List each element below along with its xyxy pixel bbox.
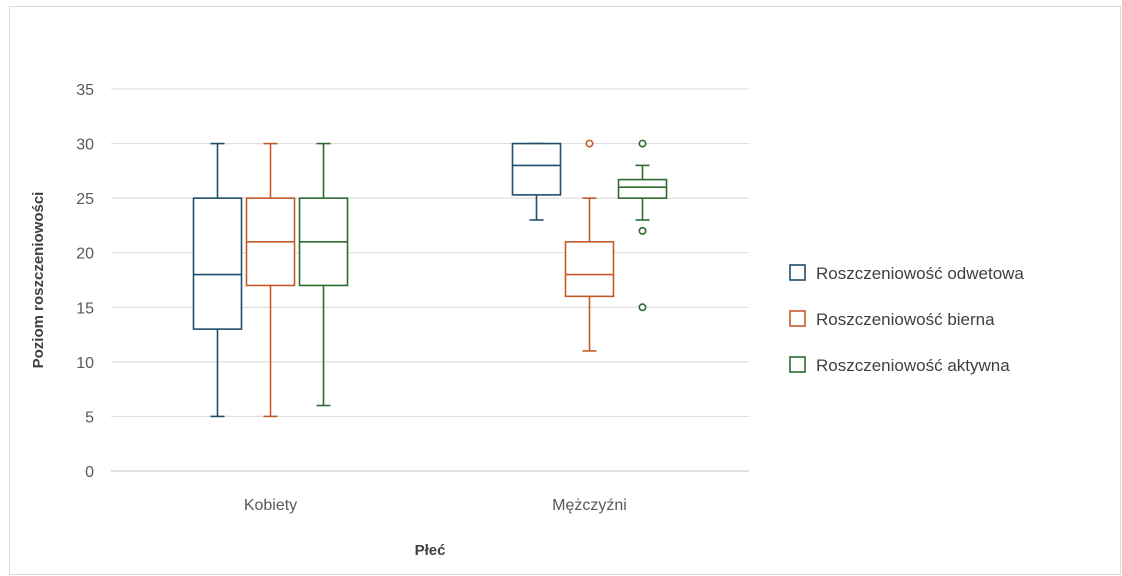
x-tick-label: Kobiety bbox=[244, 497, 297, 514]
box-group bbox=[511, 142, 562, 221]
y-tick-label: 30 bbox=[76, 137, 94, 154]
x-axis-title: Płeć bbox=[415, 542, 446, 559]
outlier-point bbox=[638, 139, 647, 148]
legend: Roszczeniowość odwetowa Roszczeniowość bi… bbox=[789, 264, 1024, 375]
box-series bbox=[192, 139, 668, 418]
legend-label: Roszczeniowość odwetowa bbox=[816, 264, 1024, 283]
y-tick-label: 15 bbox=[76, 300, 94, 317]
y-tick-label: 10 bbox=[76, 355, 94, 372]
y-tick-labels: 0 5 10 15 20 25 30 35 bbox=[76, 82, 94, 481]
legend-swatch bbox=[789, 310, 806, 327]
y-tick-label: 35 bbox=[76, 82, 94, 99]
y-axis-title: Poziom roszczeniowości bbox=[30, 192, 47, 369]
x-tick-label: Mężczyźni bbox=[552, 497, 627, 514]
box-group bbox=[245, 142, 296, 418]
outlier-point bbox=[638, 303, 647, 312]
box bbox=[564, 241, 615, 298]
outlier-point bbox=[638, 226, 647, 235]
legend-label: Roszczeniowość bierna bbox=[816, 310, 995, 329]
box-group bbox=[617, 139, 668, 312]
y-tick-label: 20 bbox=[76, 246, 94, 263]
y-tick-label: 25 bbox=[76, 191, 94, 208]
y-tick-label: 0 bbox=[85, 464, 94, 481]
box-group bbox=[192, 142, 243, 418]
legend-swatch bbox=[789, 356, 806, 373]
outlier-point bbox=[585, 139, 594, 148]
x-tick-labels: Kobiety Mężczyźni bbox=[244, 497, 627, 514]
legend-swatch bbox=[789, 264, 806, 281]
box bbox=[617, 178, 668, 199]
box bbox=[192, 197, 243, 330]
box-group bbox=[298, 142, 349, 407]
box bbox=[511, 142, 562, 196]
box-group bbox=[564, 139, 615, 352]
legend-label: Roszczeniowość aktywna bbox=[816, 356, 1010, 375]
y-tick-label: 5 bbox=[85, 409, 94, 426]
